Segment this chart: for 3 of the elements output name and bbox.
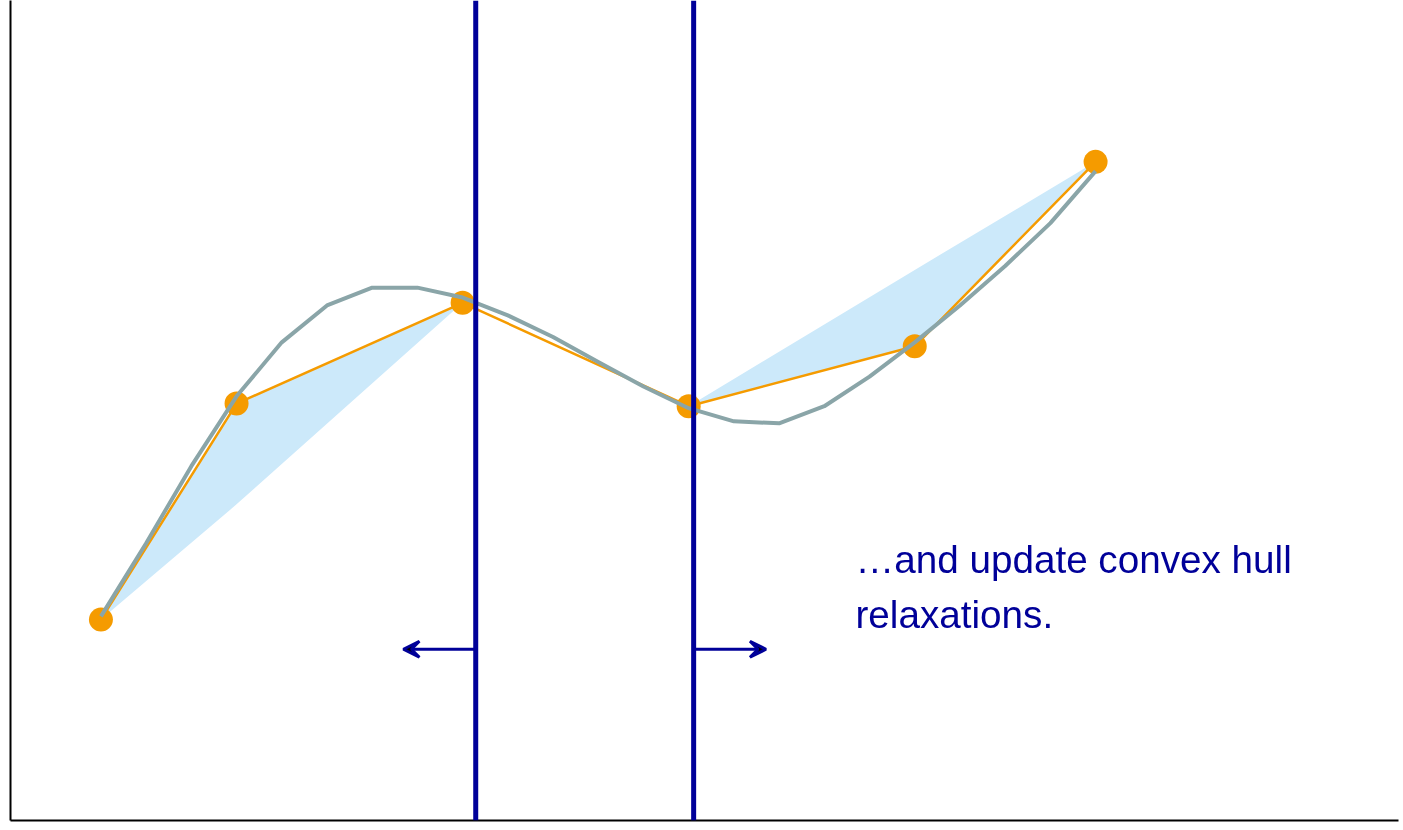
point	[1083, 149, 1108, 174]
annotation: …and update convex hull relaxations.	[855, 537, 1292, 636]
point	[88, 607, 113, 632]
